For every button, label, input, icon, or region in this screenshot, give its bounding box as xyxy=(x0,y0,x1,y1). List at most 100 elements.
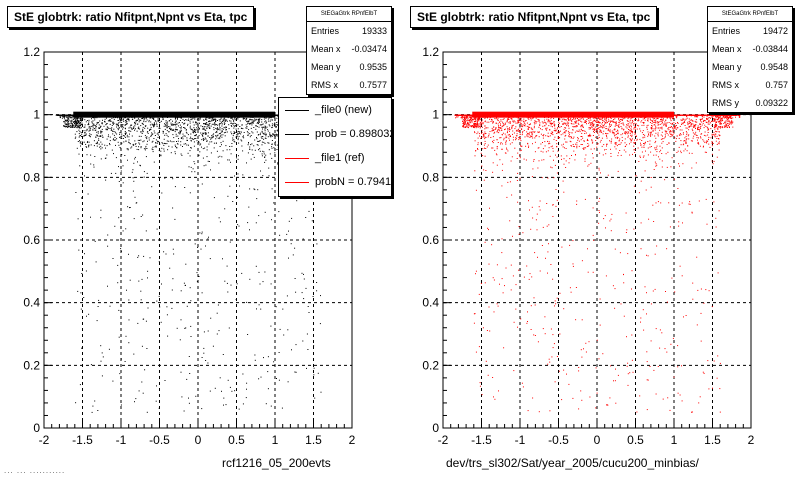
data-point xyxy=(90,144,92,146)
data-point xyxy=(232,135,234,137)
data-point xyxy=(122,138,124,139)
data-point xyxy=(234,390,236,392)
data-point xyxy=(670,126,672,128)
data-point xyxy=(261,141,263,143)
data-point xyxy=(256,131,258,133)
data-point xyxy=(233,139,235,141)
data-point xyxy=(100,136,102,137)
data-point xyxy=(84,132,86,134)
data-point xyxy=(264,161,266,163)
data-point xyxy=(78,153,80,155)
left-y-tick-label: 1.2 xyxy=(23,45,40,59)
data-point xyxy=(107,234,109,236)
data-point xyxy=(64,126,66,128)
data-point xyxy=(640,142,641,144)
data-point xyxy=(142,392,144,394)
data-point xyxy=(140,290,142,292)
data-point xyxy=(605,125,607,127)
data-point xyxy=(101,375,103,377)
data-point xyxy=(165,125,167,127)
data-point xyxy=(278,211,280,213)
data-point xyxy=(254,139,256,141)
data-point xyxy=(263,138,265,140)
data-point xyxy=(183,282,185,284)
data-point xyxy=(160,120,162,122)
data-point xyxy=(198,118,200,120)
data-point xyxy=(206,122,208,123)
data-point xyxy=(530,131,532,133)
data-point xyxy=(90,154,92,156)
data-point xyxy=(275,306,277,308)
data-point xyxy=(155,145,157,147)
data-point xyxy=(227,291,229,293)
data-point xyxy=(250,135,252,136)
data-point xyxy=(212,120,214,121)
data-point xyxy=(225,126,227,128)
data-point xyxy=(101,143,103,145)
data-point xyxy=(518,233,520,235)
data-point xyxy=(226,282,228,284)
data-point xyxy=(191,119,193,121)
data-point xyxy=(218,330,220,332)
data-point xyxy=(276,378,277,379)
data-point xyxy=(241,272,243,274)
data-point xyxy=(141,278,143,280)
data-point xyxy=(589,124,591,126)
data-point xyxy=(258,215,260,217)
data-point xyxy=(206,149,208,151)
data-point xyxy=(547,120,549,122)
left-dense-band xyxy=(73,111,275,118)
data-point xyxy=(162,130,164,132)
data-point xyxy=(507,129,509,131)
data-point xyxy=(170,152,172,154)
data-point xyxy=(214,119,216,121)
data-point xyxy=(70,126,72,128)
data-point xyxy=(217,304,219,306)
data-point xyxy=(65,124,67,126)
data-point xyxy=(166,127,168,129)
data-point xyxy=(88,121,90,123)
data-point xyxy=(173,129,175,131)
data-point xyxy=(91,411,93,413)
data-point xyxy=(193,130,195,132)
data-point xyxy=(130,127,132,129)
data-point xyxy=(142,128,144,130)
data-point xyxy=(629,119,631,121)
data-point xyxy=(63,125,64,127)
data-point xyxy=(146,119,148,121)
data-point xyxy=(222,118,224,120)
data-point xyxy=(195,123,197,125)
data-point xyxy=(82,180,84,182)
data-point xyxy=(155,142,157,144)
data-point xyxy=(189,287,191,289)
data-point xyxy=(149,257,151,259)
data-point xyxy=(207,362,209,364)
data-point xyxy=(176,143,178,145)
data-point xyxy=(106,129,108,131)
data-point xyxy=(216,135,218,137)
data-point xyxy=(142,131,144,133)
data-point xyxy=(222,258,223,260)
data-point xyxy=(63,121,65,123)
data-point xyxy=(248,129,250,131)
data-point xyxy=(98,128,100,129)
data-point xyxy=(203,139,204,141)
data-point xyxy=(247,144,249,146)
data-point xyxy=(224,280,226,282)
left-x-tick-label: 0.5 xyxy=(228,433,245,447)
data-point xyxy=(80,143,82,145)
data-point xyxy=(246,131,248,133)
data-point xyxy=(295,365,297,367)
data-point xyxy=(186,378,188,380)
data-point xyxy=(142,130,144,132)
data-point xyxy=(150,134,152,136)
data-point xyxy=(126,123,128,125)
data-point xyxy=(94,128,95,130)
data-point xyxy=(265,135,267,137)
data-point xyxy=(151,124,153,126)
data-point xyxy=(138,119,140,121)
data-point xyxy=(492,140,493,142)
data-point xyxy=(207,135,209,137)
data-point xyxy=(271,123,273,125)
data-point xyxy=(233,131,235,133)
